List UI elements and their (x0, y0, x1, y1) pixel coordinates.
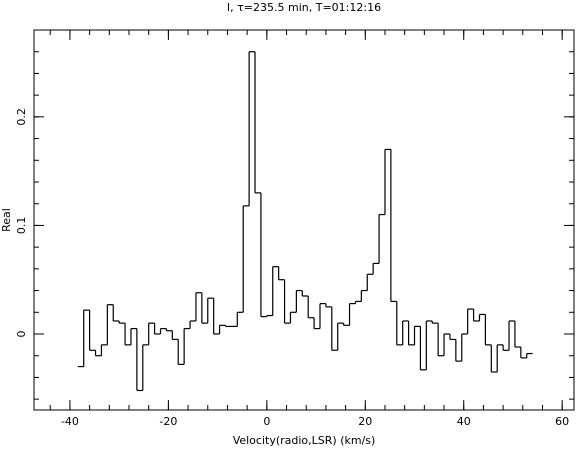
plot-frame (33, 29, 575, 411)
chart-title: I, τ=235.5 min, T=01:12:16 (227, 1, 381, 14)
x-tick-label: 20 (358, 415, 372, 428)
x-tick-label: -40 (61, 415, 79, 428)
x-axis-label: Velocity(radio,LSR) (km/s) (233, 434, 376, 447)
x-tick-label: 40 (457, 415, 471, 428)
x-tick-label: 60 (555, 415, 569, 428)
x-tick-label: 0 (263, 415, 270, 428)
y-axis-label: Real (0, 208, 13, 232)
y-tick-label: 0.2 (15, 108, 28, 126)
x-tick-label: -20 (159, 415, 177, 428)
step-riser (83, 51, 528, 391)
y-tick-label: 0.1 (15, 217, 28, 235)
y-tick-label: 0 (15, 331, 28, 338)
